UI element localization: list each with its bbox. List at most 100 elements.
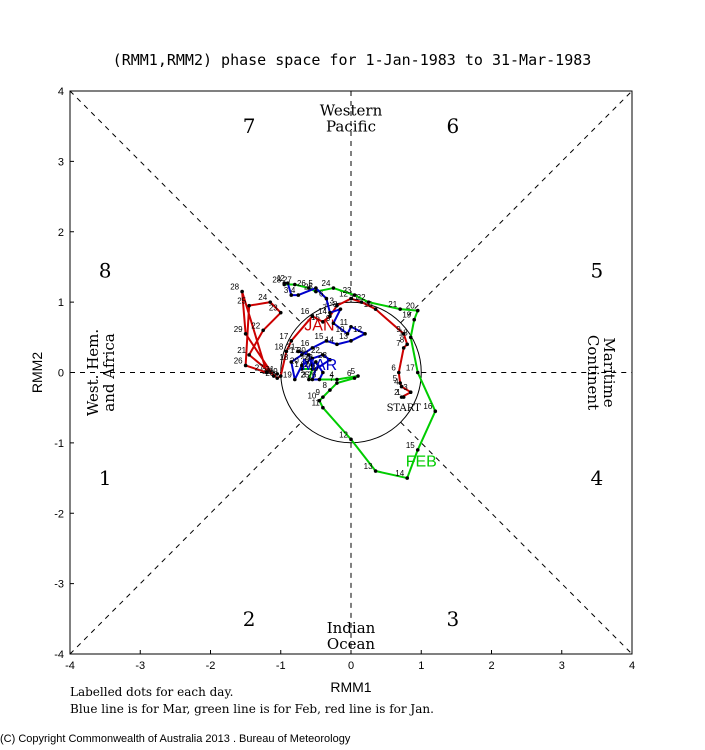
day-point — [396, 370, 401, 375]
day-point — [275, 372, 280, 376]
day-point — [338, 307, 343, 311]
day-label: 26 — [234, 356, 243, 365]
series-month-label-feb: FEB — [406, 453, 437, 470]
y-tick-label: 1 — [58, 297, 64, 309]
day-label: 7 — [396, 339, 401, 348]
x-axis-label: RMM1 — [330, 679, 371, 695]
day-point — [328, 358, 332, 362]
day-label: 22 — [311, 346, 320, 355]
day-label: 30 — [262, 367, 271, 376]
day-point — [310, 377, 315, 382]
day-label: 2 — [394, 388, 399, 397]
day-label: 16 — [423, 402, 432, 411]
day-point — [331, 321, 336, 326]
day-point — [335, 381, 339, 385]
day-label: 28 — [272, 276, 281, 285]
x-tick-label: -3 — [135, 660, 145, 672]
day-label: 31 — [286, 342, 295, 351]
day-label: 11 — [350, 293, 359, 302]
day-label: 15 — [315, 332, 324, 341]
day-point — [240, 289, 244, 294]
series-month-label-mar: MAR — [302, 357, 338, 374]
day-point — [321, 395, 325, 399]
day-point — [278, 310, 283, 315]
day-point — [373, 307, 378, 311]
day-label: 19 — [283, 371, 292, 380]
day-point — [373, 469, 378, 473]
divider-diagonal-nw — [69, 90, 302, 324]
day-label: 14 — [325, 335, 334, 344]
region-indian-ocean: Indian Ocean — [327, 619, 376, 653]
day-label: 1 — [396, 388, 401, 397]
day-label: 5 — [351, 367, 356, 376]
y-tick-label: 4 — [58, 86, 64, 98]
day-label: 24 — [304, 360, 313, 369]
day-label: 8 — [322, 381, 327, 390]
day-point — [321, 353, 325, 357]
day-label: 12 — [353, 325, 362, 334]
day-label: 9 — [315, 388, 320, 397]
day-label: 23 — [318, 351, 327, 360]
day-label: 4 — [291, 286, 296, 295]
day-point — [335, 303, 339, 308]
footer-line-1: Labelled dots for each day. — [70, 685, 234, 699]
day-label: 27 — [255, 364, 264, 373]
day-point — [317, 398, 322, 403]
day-point — [324, 296, 329, 301]
x-tick-label: 2 — [488, 660, 494, 672]
day-label: 30 — [297, 346, 306, 355]
day-point — [352, 376, 357, 380]
chart-title: (RMM1,RMM2) phase space for 1-Jan-1983 t… — [113, 51, 592, 69]
divider-diagonal-ne — [400, 90, 633, 324]
day-point — [314, 367, 318, 371]
day-label: 10 — [336, 325, 345, 334]
day-label: 28 — [230, 283, 239, 292]
day-point — [352, 293, 357, 297]
day-label: 15 — [406, 441, 415, 450]
day-label: 29 — [234, 325, 243, 334]
day-label: 11 — [312, 399, 321, 408]
day-label: 31 — [265, 365, 274, 374]
day-label: 4 — [394, 378, 399, 387]
day-point — [284, 349, 289, 354]
day-point — [275, 376, 280, 380]
day-label: 18 — [399, 328, 408, 337]
day-label: 12 — [339, 290, 348, 299]
day-point — [261, 328, 265, 333]
day-label: 29 — [300, 356, 309, 365]
day-point — [412, 317, 417, 322]
x-tick-label: 1 — [418, 660, 424, 672]
day-label: 6 — [391, 364, 396, 373]
day-label: 13 — [364, 462, 373, 471]
phase-label-1: 1 — [99, 466, 112, 490]
day-point — [349, 339, 353, 343]
y-axis-label: RMM2 — [29, 352, 45, 393]
phase-grid — [69, 90, 633, 655]
day-label: 20 — [265, 369, 274, 378]
day-point — [433, 409, 438, 414]
day-label: 21 — [388, 300, 397, 309]
day-label: 26 — [307, 371, 316, 380]
day-point — [349, 296, 353, 301]
day-point — [310, 356, 315, 361]
day-point — [317, 377, 322, 382]
copyright-notice: (C) Copyright Commonwealth of Australia … — [0, 733, 351, 745]
footer-line-2: Blue line is for Mar, green line is for … — [70, 702, 434, 716]
day-point — [335, 342, 339, 347]
day-label: 8 — [400, 335, 405, 344]
day-point — [247, 303, 251, 308]
day-label: 19 — [269, 367, 278, 376]
day-label: 3 — [301, 371, 306, 380]
day-point — [247, 353, 251, 357]
day-label: 7 — [329, 374, 334, 383]
x-tick-label: 4 — [629, 660, 635, 672]
day-label: 22 — [357, 293, 366, 302]
day-point — [310, 363, 315, 368]
day-label: 7 — [322, 304, 327, 313]
day-label: 9 — [326, 314, 331, 323]
day-label: 2 — [305, 360, 310, 369]
phase-label-4: 4 — [591, 466, 604, 490]
day-label: 1 — [277, 274, 282, 283]
